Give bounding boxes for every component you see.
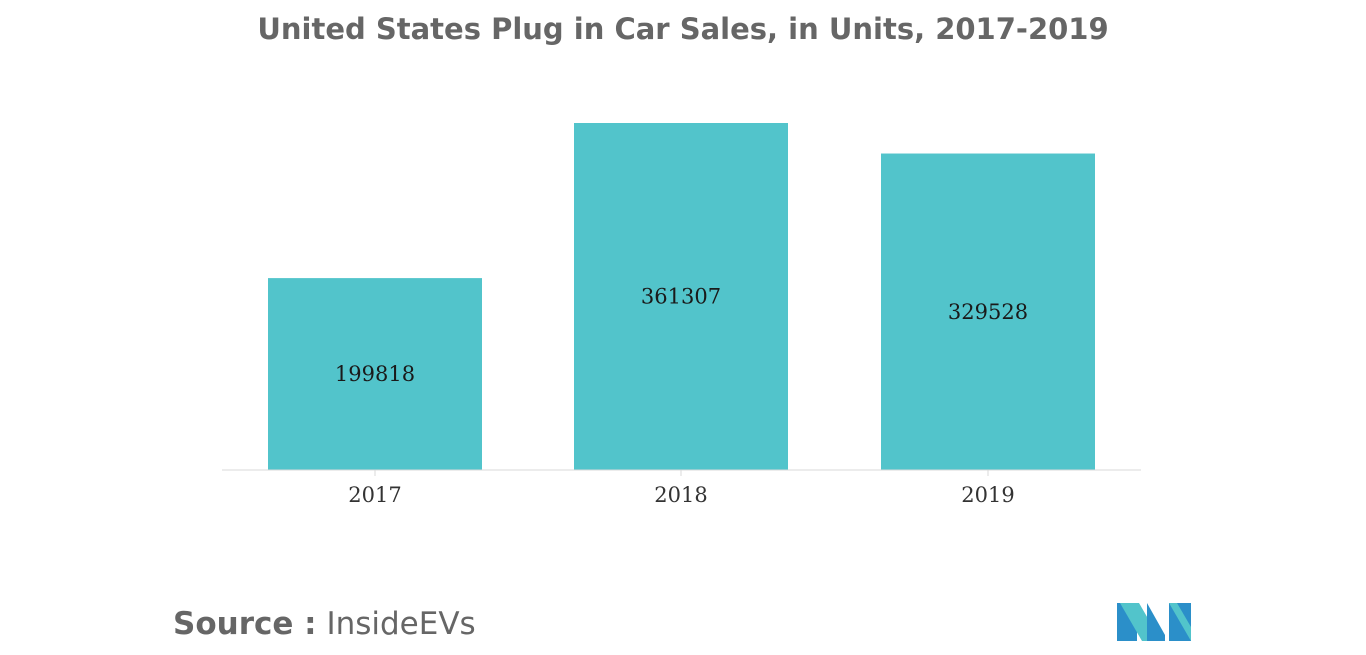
bar-chart: 199818 361307 329528 2017 2018 2019 [222,123,1141,507]
bar-value-label-2018: 361307 [641,285,721,309]
bars-group: 199818 361307 329528 [268,123,1095,470]
bar-value-label-2017: 199818 [335,362,415,386]
source-note: Source : InsideEVs [173,606,476,642]
bar-2018 [574,123,788,470]
bar-value-label-2019: 329528 [948,300,1028,324]
x-tick-label-2019: 2019 [961,483,1014,507]
x-ticks-group: 2017 2018 2019 [348,470,1015,507]
x-tick-label-2018: 2018 [654,483,707,507]
chart-title: United States Plug in Car Sales, in Unit… [257,12,1109,46]
mordor-logo-icon [1117,603,1191,641]
x-tick-label-2017: 2017 [348,483,401,507]
source-text: InsideEVs [326,606,476,642]
bar-2017 [268,278,482,470]
bar-2019 [881,153,1095,470]
source-label: Source : [173,606,317,642]
